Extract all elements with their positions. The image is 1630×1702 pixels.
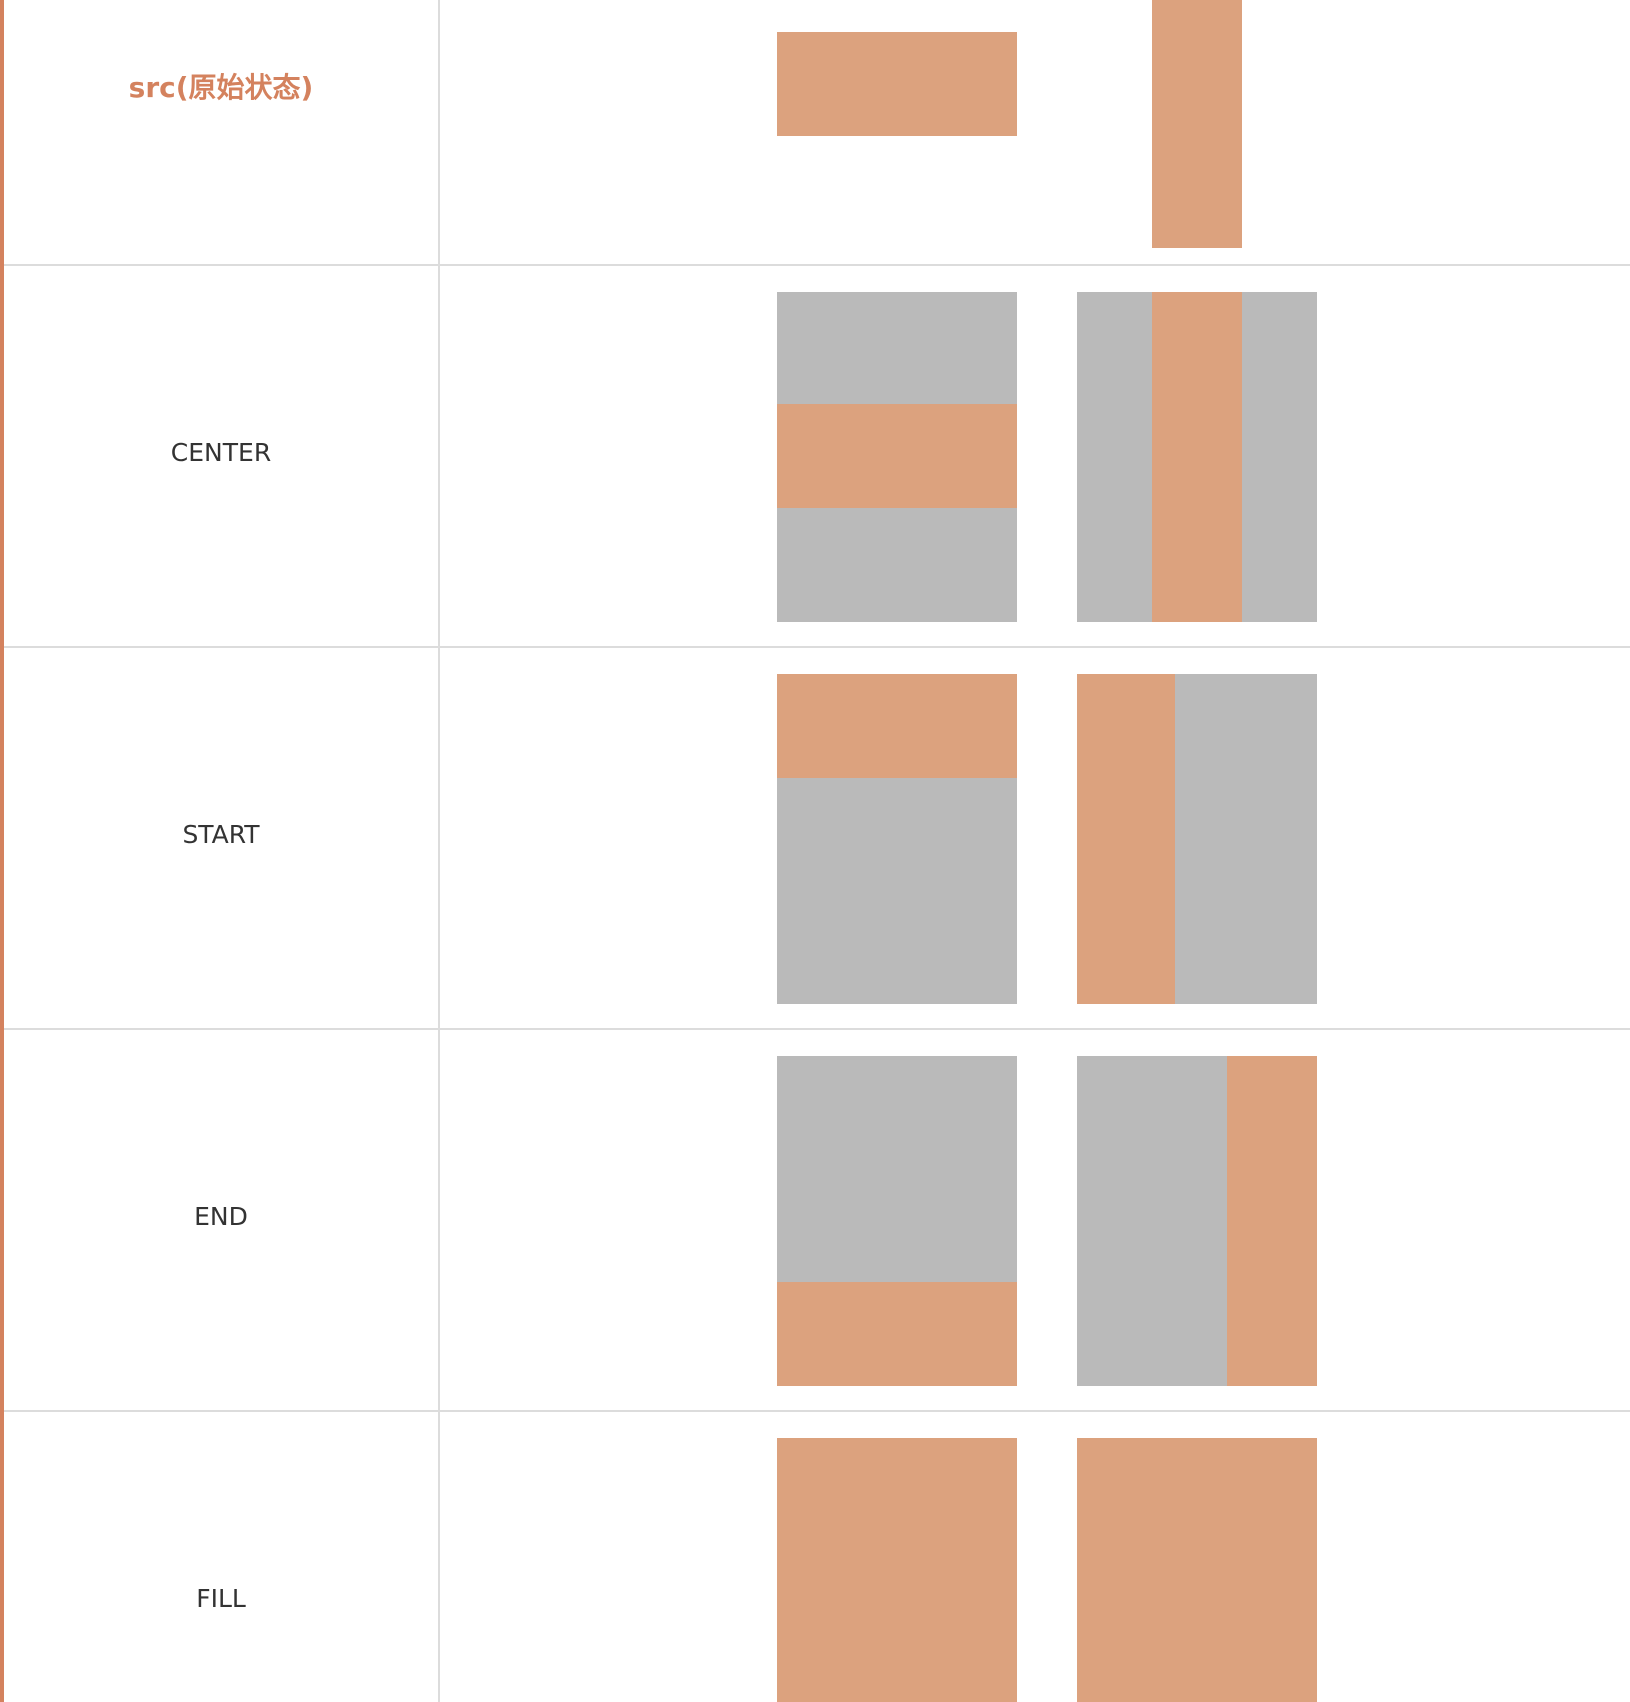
- row-src: src(原始状态): [4, 0, 1630, 266]
- end-portrait-image: [1227, 1056, 1317, 1386]
- fill-portrait-image: [1077, 1438, 1317, 1702]
- row-label-center: CENTER: [170, 438, 272, 467]
- row-end: END: [4, 1030, 1630, 1412]
- center-portrait-frame: [1077, 292, 1317, 622]
- end-portrait-frame: [1077, 1056, 1317, 1386]
- center-landscape-image: [777, 404, 1017, 508]
- row-start: START: [4, 648, 1630, 1030]
- scale-type-table: src(原始状态) CENTER START END FILL: [4, 0, 1630, 1702]
- column-divider: [438, 0, 440, 1702]
- row-label-fill: FILL: [196, 1584, 246, 1613]
- center-portrait-image: [1152, 292, 1242, 622]
- start-portrait-frame: [1077, 674, 1317, 1004]
- start-landscape-image: [777, 674, 1017, 778]
- start-portrait-image: [1077, 674, 1175, 1004]
- src-portrait-image: [1152, 0, 1242, 248]
- row-label-start: START: [182, 820, 260, 849]
- row-center: CENTER: [4, 266, 1630, 648]
- accent-bar: [0, 0, 4, 1702]
- end-landscape-frame: [777, 1056, 1017, 1386]
- row-label-src: src(原始状态): [128, 71, 314, 104]
- center-landscape-frame: [777, 292, 1017, 622]
- src-landscape-image: [777, 32, 1017, 136]
- fill-landscape-image: [777, 1438, 1017, 1702]
- row-label-end: END: [194, 1202, 248, 1231]
- row-fill: FILL: [4, 1412, 1630, 1702]
- end-landscape-image: [777, 1282, 1017, 1386]
- start-landscape-frame: [777, 674, 1017, 1004]
